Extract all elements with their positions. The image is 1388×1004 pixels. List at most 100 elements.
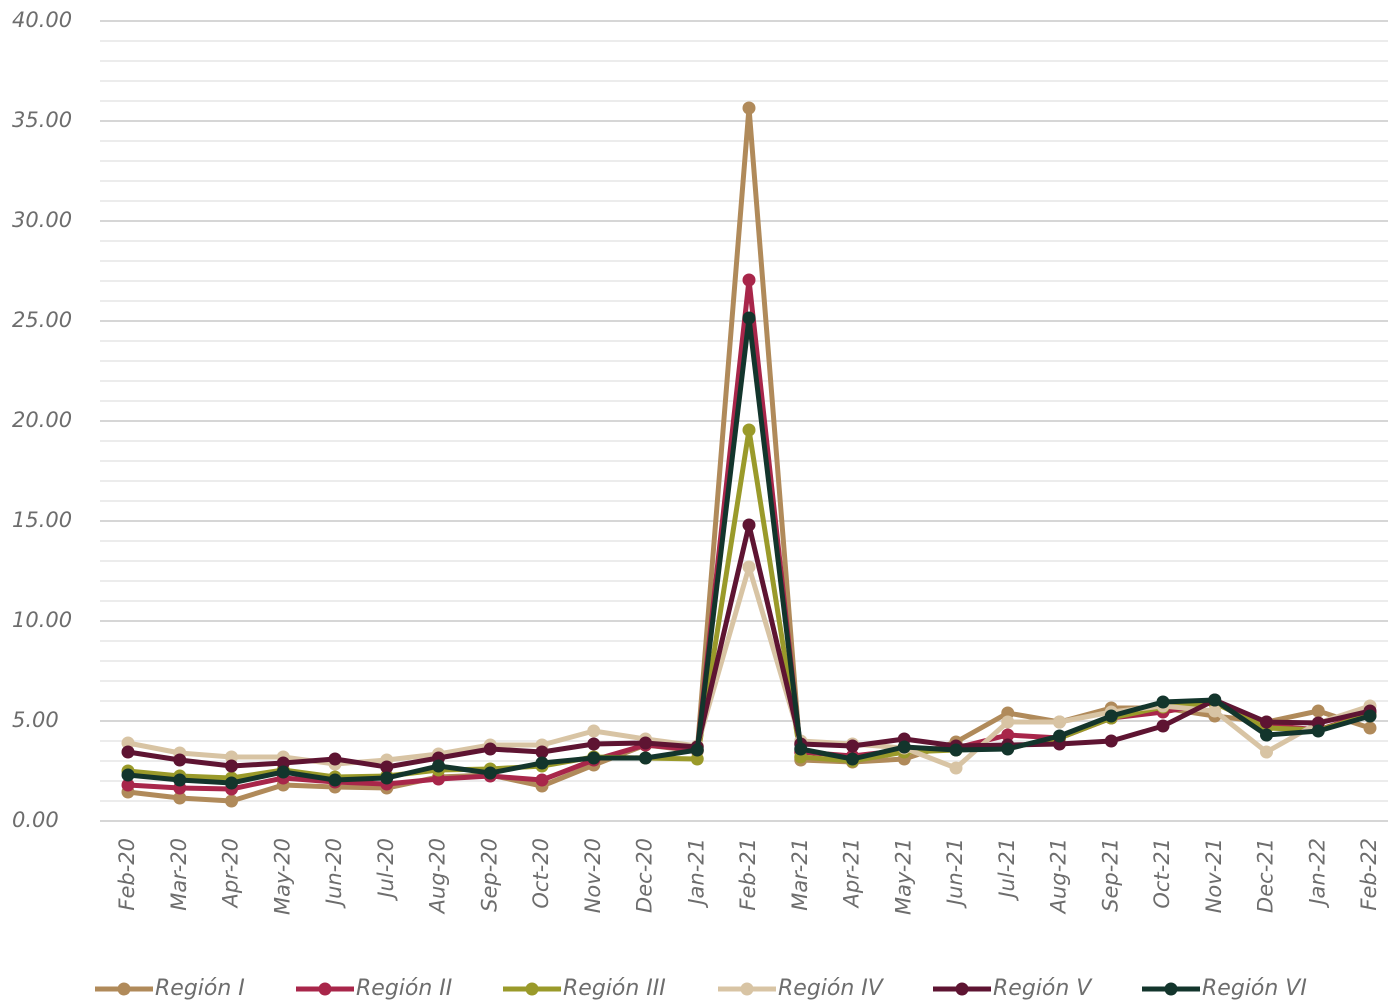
legend-dot	[741, 983, 754, 996]
point	[1208, 694, 1221, 707]
point	[1053, 730, 1066, 743]
point	[1260, 729, 1273, 742]
x-tick-label: May-21	[891, 838, 915, 915]
point	[691, 744, 704, 757]
chart: 0.00 5.00 10.00 15.00 20.00 25.00 30.00 35.00 40…	[0, 0, 1388, 1004]
series-line	[128, 430, 1370, 778]
point	[743, 312, 756, 325]
point	[536, 774, 549, 787]
series	[122, 424, 1377, 785]
point	[743, 274, 756, 287]
x-tick-label: Feb-20	[115, 838, 139, 911]
point	[1157, 696, 1170, 709]
x-tick-label: Oct-20	[529, 838, 553, 909]
y-tick-label: 35.00	[12, 108, 72, 132]
point	[587, 725, 600, 738]
x-tick-label: Jul-21	[995, 838, 1019, 902]
x-tick-label: Dec-20	[633, 838, 657, 913]
point	[1105, 735, 1118, 748]
point	[1312, 725, 1325, 738]
x-tick-label: Aug-20	[426, 838, 450, 915]
legend-dot	[319, 983, 332, 996]
x-tick-label: Oct-21	[1150, 838, 1174, 909]
x-tick-label: Nov-21	[1202, 838, 1226, 913]
series-line	[128, 567, 1370, 768]
legend-label: Región III	[563, 976, 666, 1001]
legend-label: Región VI	[1202, 976, 1307, 1001]
y-tick-label: 0.00	[12, 808, 59, 832]
point	[587, 738, 600, 751]
point	[743, 424, 756, 437]
point	[380, 772, 393, 785]
point	[846, 740, 859, 753]
point	[122, 769, 135, 782]
point	[1260, 746, 1273, 759]
point	[173, 754, 186, 767]
point	[225, 777, 238, 790]
x-tick-label: Jun-20	[322, 838, 346, 909]
x-tick-label: Mar-21	[788, 838, 812, 911]
point	[950, 744, 963, 757]
point	[743, 519, 756, 532]
x-tick-label: Sep-20	[477, 838, 501, 912]
legend-label: Región IV	[778, 976, 885, 1001]
point	[1312, 705, 1325, 718]
y-tick-label: 15.00	[12, 508, 72, 532]
point	[639, 752, 652, 765]
x-tick-label: Apr-21	[840, 838, 864, 909]
point	[329, 774, 342, 787]
point	[743, 102, 756, 115]
point	[122, 746, 135, 759]
point	[639, 737, 652, 750]
point	[1364, 710, 1377, 723]
series	[122, 312, 1377, 790]
y-tick-label: 25.00	[12, 308, 72, 332]
x-tick-label: Nov-20	[581, 838, 605, 913]
x-tick-label: May-20	[270, 838, 294, 915]
point	[1053, 716, 1066, 729]
y-tick-label: 10.00	[12, 608, 72, 632]
legend-dot	[526, 983, 539, 996]
point	[1157, 720, 1170, 733]
point	[846, 753, 859, 766]
x-tick-label: Jul-20	[374, 838, 398, 902]
x-tick-label: Jan-21	[684, 838, 708, 909]
point	[432, 760, 445, 773]
point	[225, 760, 238, 773]
point	[484, 767, 497, 780]
legend-label: Región II	[356, 976, 452, 1001]
point	[743, 561, 756, 574]
x-tick-label: Feb-21	[736, 838, 760, 911]
legend-dot	[118, 983, 131, 996]
series-line	[128, 108, 1370, 801]
x-tick-label: Jan-22	[1305, 838, 1329, 909]
x-tick-label: Dec-21	[1254, 838, 1278, 913]
point	[1364, 722, 1377, 735]
x-tick-label: Jun-21	[943, 838, 967, 909]
point	[173, 774, 186, 787]
x-tick-label: Feb-22	[1357, 838, 1381, 911]
point	[277, 766, 290, 779]
point	[587, 752, 600, 765]
series	[122, 561, 1377, 775]
point	[1105, 710, 1118, 723]
point	[1001, 716, 1014, 729]
legend-label: Región I	[155, 976, 245, 1001]
x-tick-label: Mar-20	[167, 838, 191, 911]
x-tick-label: Aug-21	[1047, 838, 1071, 915]
x-tick-label: Apr-20	[219, 838, 243, 909]
legend-dot	[1165, 983, 1178, 996]
y-tick-label: 30.00	[12, 208, 72, 232]
point	[225, 795, 238, 808]
point	[950, 762, 963, 775]
x-tick-label: Sep-21	[1098, 838, 1122, 912]
point	[1260, 716, 1273, 729]
y-tick-label: 5.00	[12, 708, 59, 732]
legend-dot	[956, 983, 969, 996]
legend-label: Región V	[993, 976, 1093, 1001]
y-tick-label: 20.00	[12, 408, 72, 432]
point	[898, 741, 911, 754]
y-tick-label: 40.00	[12, 8, 72, 32]
point	[1001, 743, 1014, 756]
point	[536, 757, 549, 770]
